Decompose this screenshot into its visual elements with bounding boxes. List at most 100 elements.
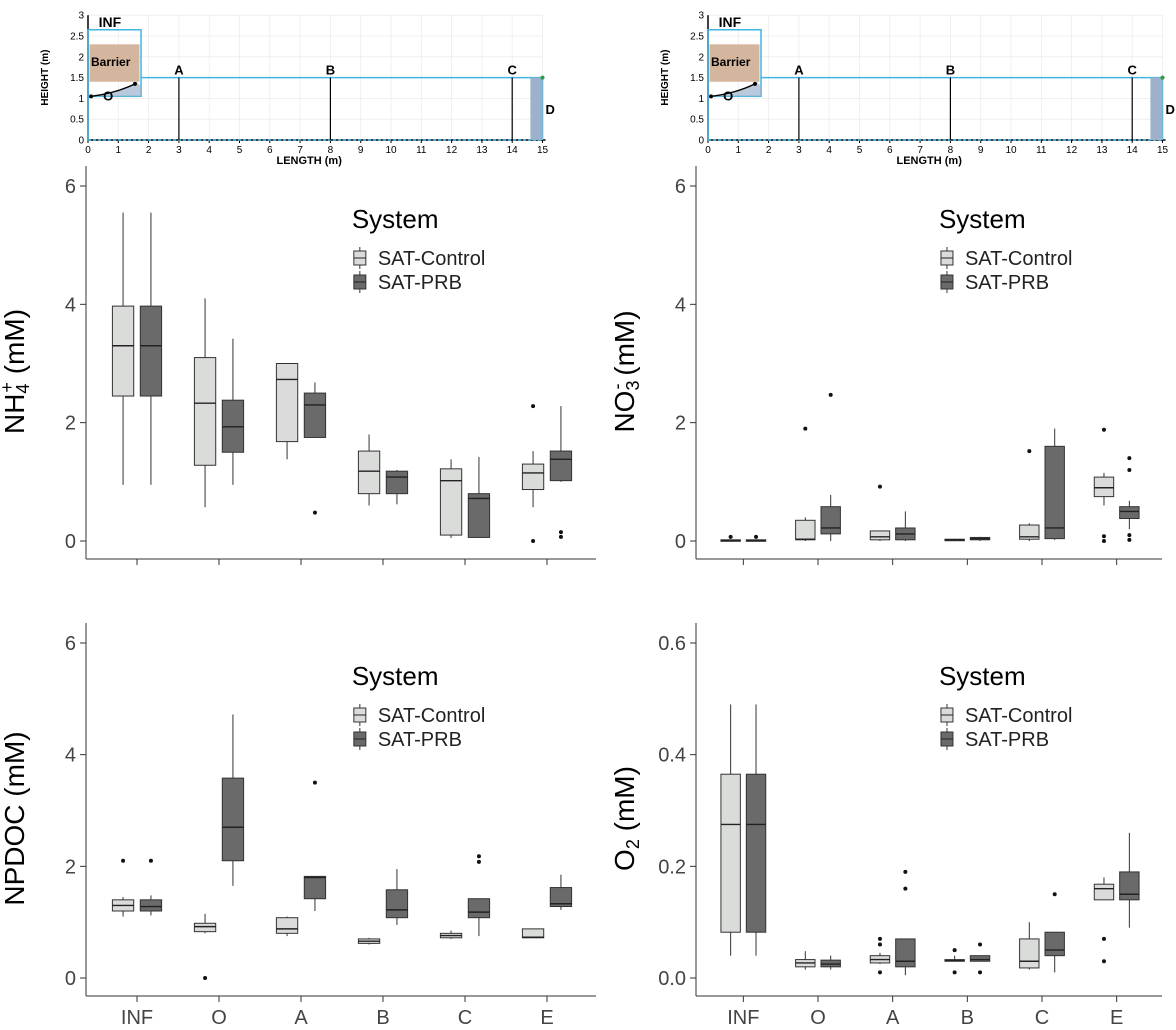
box-sat-control-e	[1093, 427, 1115, 543]
box-sat-prb-o	[820, 392, 841, 541]
water-wedge	[708, 81, 762, 97]
outlier-point	[728, 534, 733, 539]
box-iqr	[139, 305, 163, 397]
schematic-x-tick-label: 8	[328, 145, 334, 156]
outlier-point	[952, 948, 957, 953]
schematic-x-tick-label: 0	[705, 145, 711, 156]
outlier-point	[1101, 936, 1106, 941]
x-tick-label: INF	[121, 1007, 153, 1029]
outlier-point	[1027, 449, 1032, 454]
x-tick-label: A	[294, 1007, 308, 1029]
box-sat-control-e	[521, 928, 545, 939]
point-marker	[132, 81, 137, 86]
box-sat-prb-b	[969, 942, 991, 975]
schematic-x-tick-label: 8	[948, 145, 954, 156]
box-iqr	[745, 773, 767, 933]
outlier-point	[952, 970, 957, 975]
schematic-x-tick-label: 7	[297, 145, 303, 156]
outlier-point	[1052, 892, 1057, 897]
box-sat-prb-a	[303, 780, 327, 911]
box-sat-control-a	[869, 484, 891, 541]
outlier-point	[803, 426, 808, 431]
y-tick-label: 0.2	[658, 856, 686, 878]
box-sat-prb-c	[467, 854, 491, 937]
schematic-y-tick-label: 0	[698, 136, 704, 147]
y-axis-title-unit: (mM)	[609, 766, 640, 839]
schematic-y-tick-label: 2.5	[690, 32, 704, 43]
outlier-point	[877, 970, 882, 975]
schematic-x-tick-label: 5	[857, 145, 863, 156]
box-iqr	[720, 773, 741, 933]
outlier-point	[978, 970, 983, 975]
box-sat-prb-a	[895, 869, 916, 976]
box-iqr	[549, 450, 573, 482]
y-axis-title-main: NH	[0, 394, 30, 434]
box-iqr	[969, 955, 991, 962]
y-axis-title-unit: (mM)	[0, 731, 30, 804]
schematic-x-tick-label: 9	[358, 145, 364, 156]
box-iqr	[275, 363, 299, 443]
schematic-y-tick-label: 0.5	[690, 115, 704, 126]
box-iqr	[193, 922, 217, 933]
schematic-x-tick-label: 0	[85, 145, 91, 156]
outlier-point	[1127, 468, 1132, 472]
y-axis-title-superscript: -	[607, 384, 627, 390]
y-axis-title: O2 (mM)	[609, 766, 643, 871]
box-iqr	[869, 530, 891, 541]
schematic-y-tick-label: 1	[78, 94, 84, 105]
schematic-x-tick-label: 11	[1036, 145, 1047, 156]
outlier-point	[903, 869, 908, 874]
box-sat-prb-o	[221, 714, 245, 886]
outlier-point	[558, 530, 563, 535]
box-iqr	[193, 357, 217, 466]
legend-label: SAT-PRB	[378, 729, 462, 751]
legend-label: SAT-Control	[965, 705, 1072, 727]
schematic-x-tick-label: 4	[826, 145, 832, 156]
box-sat-prb-inf	[745, 704, 767, 956]
box-sat-prb-b	[969, 536, 991, 541]
y-axis-title-unit: (mM)	[0, 309, 30, 382]
box-sat-control-e	[521, 404, 545, 543]
schematic-x-axis-label: LENGTH (m)	[896, 155, 962, 167]
box-sat-prb-e	[549, 406, 573, 539]
label-o: O	[723, 88, 733, 103]
x-tick-label: O	[211, 1007, 227, 1029]
x-tick-label: B	[376, 1007, 389, 1029]
label-b: B	[326, 63, 335, 78]
x-tick-label: E	[1110, 1007, 1123, 1029]
box-sat-control-inf	[720, 534, 741, 542]
box-sat-control-c	[439, 930, 463, 939]
y-axis-title: NH4+ (mM)	[0, 309, 33, 434]
outlier-point	[121, 858, 126, 863]
label-c: C	[508, 63, 518, 78]
box-sat-control-b	[944, 948, 965, 975]
schematic-y-tick-label: 1.5	[70, 73, 84, 84]
box-sat-prb-b	[385, 470, 409, 505]
x-tick-label: A	[886, 1007, 900, 1029]
schematic-y-tick-label: 3	[698, 11, 704, 22]
outlier-point	[476, 859, 481, 864]
schematic-y-tick-label: 2	[78, 52, 84, 63]
outlier-point	[148, 858, 153, 863]
box-sat-prb-o	[221, 338, 245, 485]
box-sat-control-c	[1019, 922, 1040, 970]
label-o: O	[103, 88, 113, 103]
outlier-point	[1101, 959, 1106, 964]
box-sat-control-a	[275, 916, 299, 937]
box-iqr	[1019, 524, 1040, 540]
box-sat-control-inf	[720, 704, 741, 956]
y-tick-label: 4	[65, 745, 76, 767]
box-sat-prb-inf	[745, 534, 767, 542]
label-inf: INF	[99, 14, 122, 30]
x-tick-label: E	[540, 1007, 553, 1029]
legend-label: SAT-Control	[378, 705, 485, 727]
y-axis-title-main: NPDOC	[0, 804, 30, 905]
label-d: D	[546, 102, 555, 117]
box-iqr	[1119, 506, 1140, 520]
outlier-point	[877, 484, 882, 489]
schematic-y-axis-label: HEIGHT (m)	[40, 50, 51, 106]
